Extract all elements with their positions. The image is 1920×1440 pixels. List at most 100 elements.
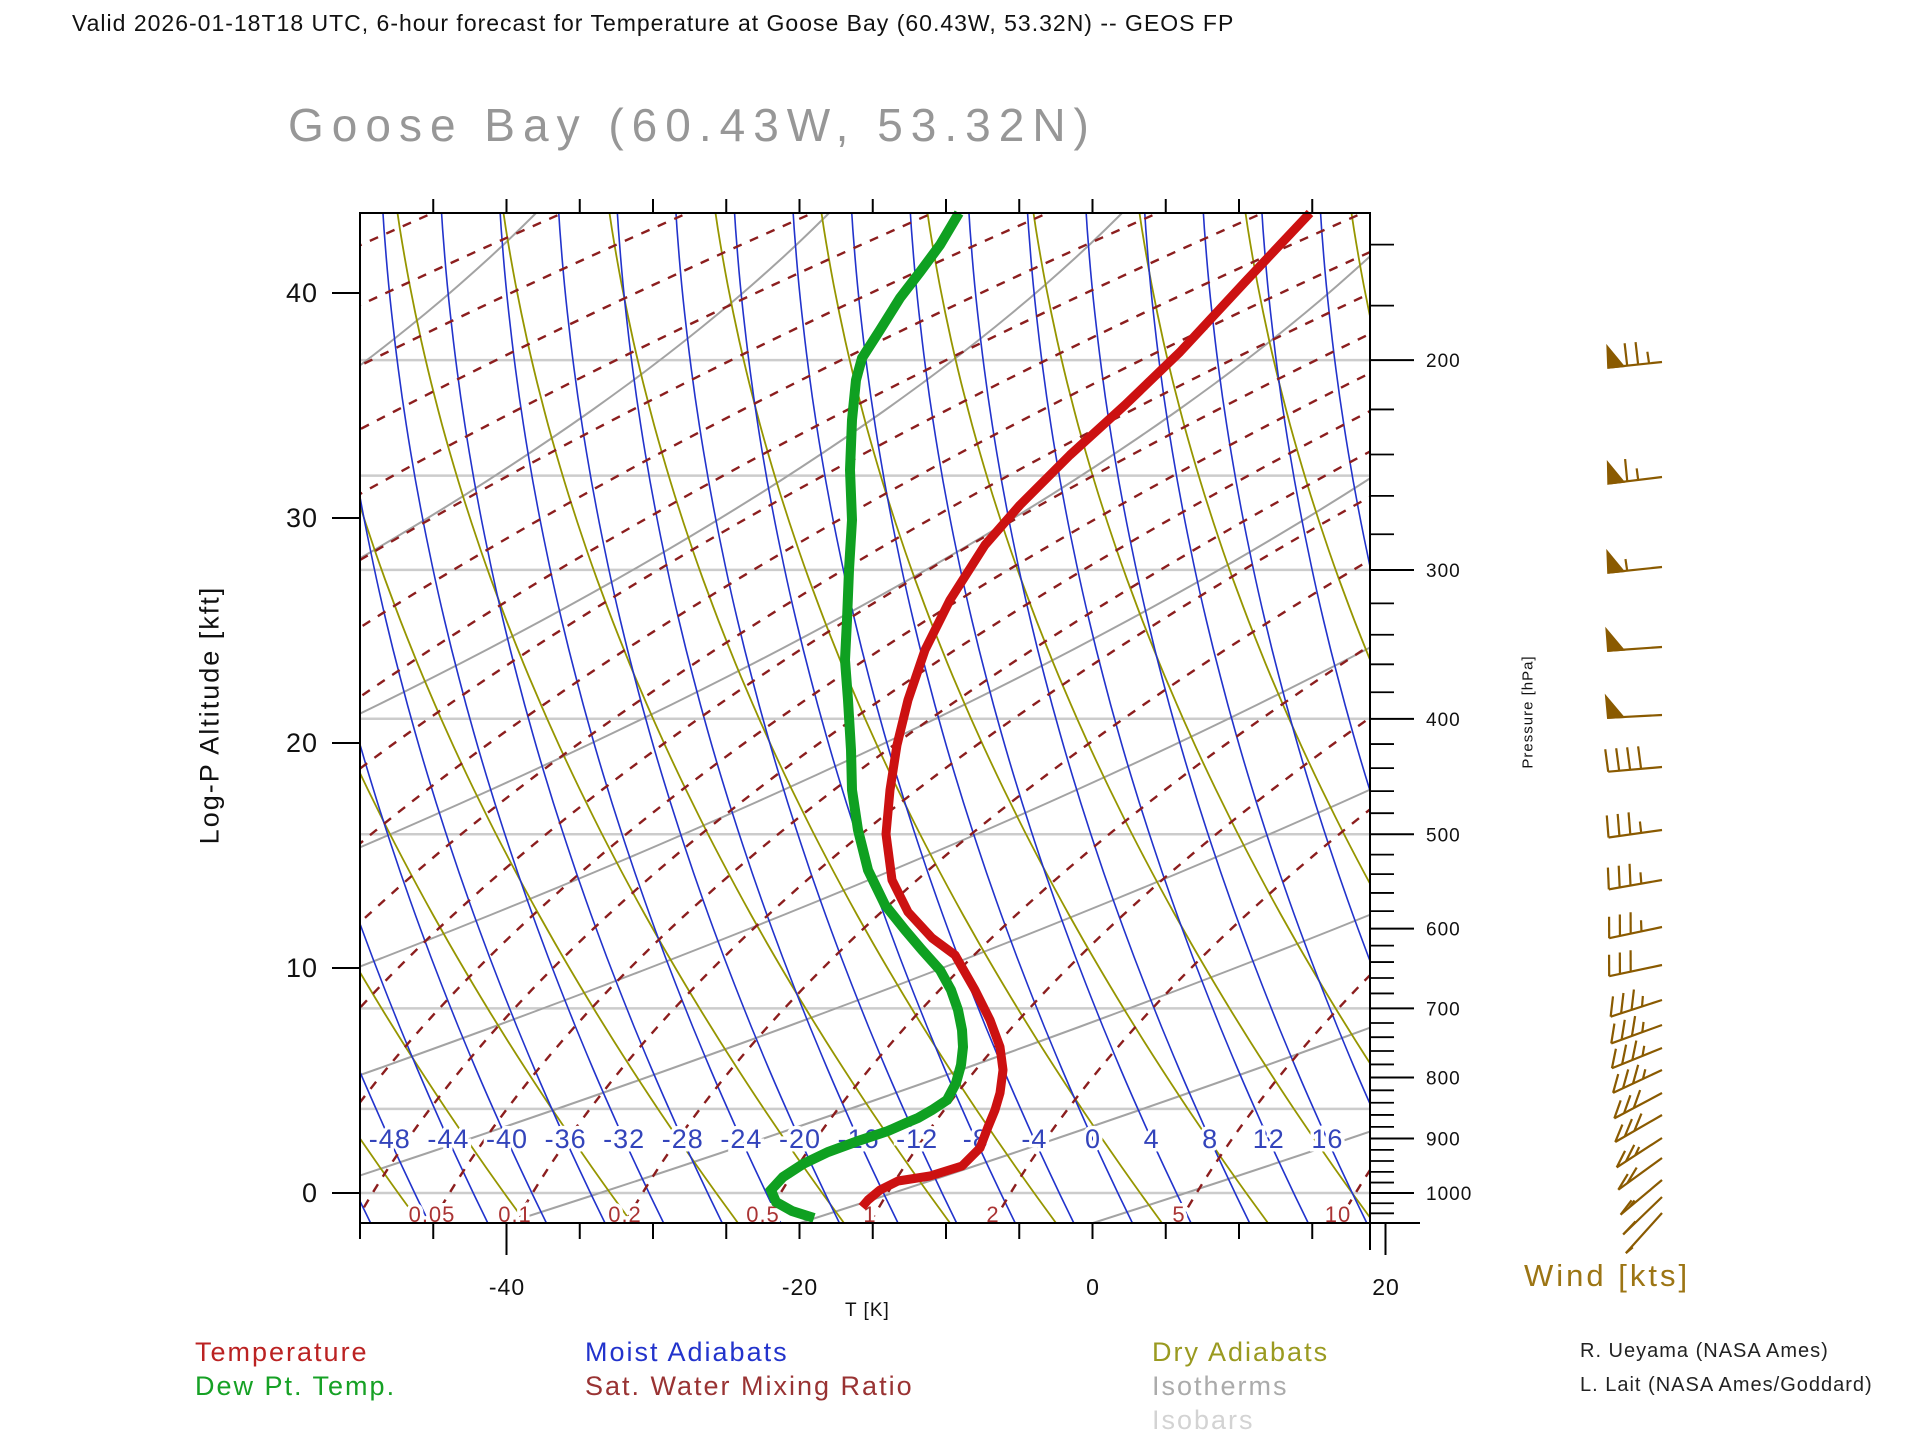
credit-line-1: R. Ueyama (NASA Ames) — [1580, 1340, 1829, 1362]
legend-isobars: Isobars — [1152, 1405, 1255, 1435]
T-tick-label: -20 — [782, 1274, 818, 1300]
mixing-ratio-line — [623, 558, 1370, 1223]
wind-barb — [1617, 1157, 1663, 1191]
wind-barb — [1606, 342, 1663, 369]
pressure-axis-label: Pressure [hPa] — [1519, 655, 1537, 769]
moist-adiabat-label: 16 — [1311, 1124, 1343, 1154]
legend-dew-point: Dew Pt. Temp. — [195, 1371, 397, 1401]
kft-tick-label: 10 — [286, 953, 318, 983]
wind-barb — [1611, 1064, 1663, 1094]
moist-adiabat-label: -36 — [545, 1124, 587, 1154]
wind-barb — [1615, 1137, 1663, 1169]
moist-adiabat-line — [499, 213, 782, 1223]
wind-barb — [1606, 548, 1663, 574]
kft-tick-label: 0 — [302, 1178, 318, 1208]
isotherm-line — [360, 788, 1370, 1177]
moist-adiabat-line — [557, 213, 841, 1223]
dry-adiabat-line — [1032, 213, 1370, 1065]
mixing-ratio-line — [513, 495, 1370, 1223]
x-axis-label: T [K] — [845, 1300, 890, 1321]
T-tick-label: 20 — [1372, 1274, 1400, 1300]
legend-temperature: Temperature — [195, 1337, 369, 1367]
y-axis-label: Log-P Altitude [kft] — [194, 585, 225, 845]
mixing-ratio-line — [360, 213, 816, 431]
mixing-ratio-line — [360, 213, 1051, 562]
wind-barb — [1606, 863, 1663, 891]
mixing-ratio-line — [360, 213, 566, 307]
moist-adiabat-label: 8 — [1202, 1124, 1218, 1154]
isotherm-line — [799, 1026, 1370, 1223]
pressure-tick-label: 1000 — [1426, 1184, 1472, 1205]
pressure-tick-label: 900 — [1426, 1129, 1461, 1150]
moist-adiabat-label: 4 — [1144, 1124, 1160, 1154]
isotherm-line — [1386, 201, 1920, 1223]
kft-tick-label: 20 — [286, 728, 318, 758]
plot-title: Goose Bay (60.43W, 53.32N) — [288, 99, 1097, 151]
dry-adiabat-line — [1138, 213, 1370, 886]
kft-tick-label: 40 — [286, 278, 318, 308]
moist-adiabat-line — [360, 1199, 372, 1223]
moist-adiabat-line — [792, 213, 1075, 1223]
isotherm-line — [360, 254, 1370, 849]
dry-adiabat-line — [714, 213, 1163, 1223]
moist-adiabat-line — [440, 213, 723, 1223]
isotherm-line — [360, 646, 1370, 1077]
moist-adiabat-line — [1437, 201, 1718, 1223]
wind-barb — [1605, 626, 1663, 652]
wind-units-label: Wind [kts] — [1524, 1258, 1691, 1293]
moist-adiabat-label: -24 — [720, 1124, 762, 1154]
moist-adiabat-line — [733, 213, 1016, 1223]
mixing-ratio-line — [360, 213, 936, 496]
moist-adiabat-line — [31, 201, 312, 1223]
moist-adiabat-line — [850, 213, 1134, 1223]
mixing-ratio-line — [430, 450, 1370, 1223]
wind-barb — [1625, 1212, 1663, 1254]
T-tick-label: -40 — [489, 1274, 525, 1300]
dry-adiabat-line — [502, 213, 951, 1223]
moist-adiabat-label: -20 — [779, 1124, 821, 1154]
wind-barb — [1619, 1179, 1663, 1216]
moist-adiabat-line — [1202, 213, 1370, 964]
pressure-tick-label: 700 — [1426, 999, 1461, 1020]
wind-barb — [1604, 746, 1663, 773]
dry-adiabat-line — [396, 213, 845, 1223]
credit-line-2: L. Lait (NASA Ames/Goddard) — [1580, 1374, 1873, 1396]
isotherm-line — [360, 213, 1124, 715]
wind-barb — [1609, 989, 1663, 1018]
mixing-ratio-line — [360, 213, 1161, 629]
wind-barb — [1607, 950, 1663, 978]
moist-adiabat-line — [1085, 213, 1368, 1223]
T-tick-label: 0 — [1086, 1274, 1100, 1300]
dry-adiabat-line — [926, 213, 1370, 1220]
mixing-ratio-line — [360, 213, 1266, 699]
legend-moist-adiabats: Moist Adiabats — [585, 1337, 789, 1367]
moist-adiabat-label: -28 — [662, 1124, 704, 1154]
moist-adiabat-line — [360, 921, 489, 1223]
moist-adiabat-label: 0 — [1085, 1124, 1101, 1154]
dry-adiabat-line — [1350, 213, 1370, 321]
pressure-tick-label: 600 — [1426, 920, 1461, 941]
mixing-ratio-line — [360, 332, 1370, 1010]
moist-adiabat-line — [1026, 213, 1309, 1223]
skewt-background — [31, 201, 1920, 1223]
mixing-ratio-line — [360, 213, 1366, 771]
moist-adiabat-line — [968, 213, 1251, 1223]
moist-adiabat-line — [360, 741, 548, 1223]
moist-adiabat-label: -40 — [486, 1124, 528, 1154]
moist-adiabat-line — [382, 213, 665, 1223]
pressure-tick-label: 500 — [1426, 825, 1461, 846]
moist-adiabat-line — [1261, 213, 1370, 794]
isotherm-line — [360, 213, 831, 560]
pressure-tick-label: 800 — [1426, 1069, 1461, 1090]
temperature-curve — [858, 209, 1314, 1210]
wind-barb-column — [1604, 342, 1663, 1254]
mixing-ratio-line — [360, 409, 1370, 1217]
mixing-ratio-line — [761, 644, 1370, 1223]
dry-adiabat-line — [820, 213, 1269, 1223]
wind-barb — [1610, 1040, 1663, 1070]
mixing-ratio-line — [360, 213, 691, 367]
moist-adiabat-line — [616, 213, 899, 1223]
moist-adiabat-line — [675, 213, 958, 1223]
legend-isotherms: Isotherms — [1152, 1371, 1289, 1401]
wind-barb — [1606, 458, 1663, 485]
